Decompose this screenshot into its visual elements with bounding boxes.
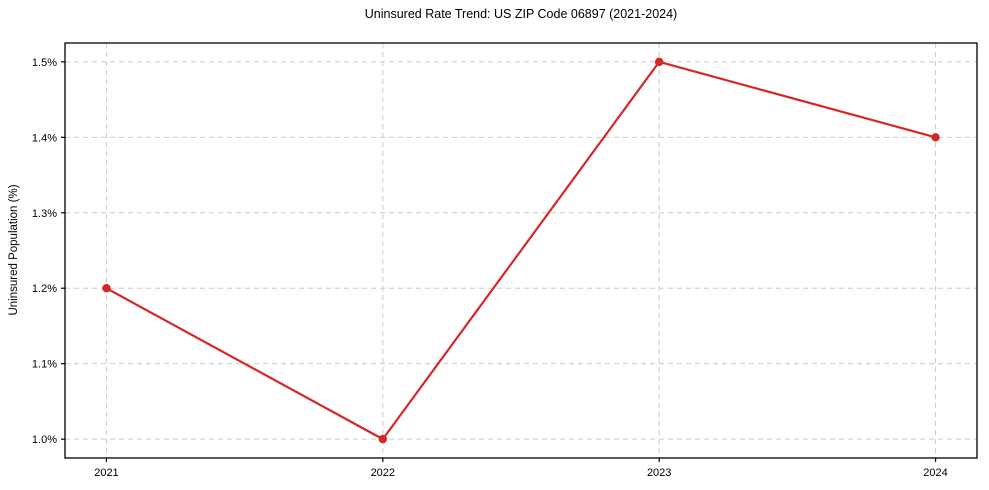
data-point (931, 133, 940, 142)
axes-border (64, 42, 978, 459)
trend-line (105, 60, 937, 441)
y-tick-label: 1.0% (32, 434, 57, 446)
data-point (378, 434, 388, 444)
data-point (654, 57, 664, 67)
y-tick-label: 1.3% (32, 208, 57, 220)
y-axis-label: Uninsured Population (%) (8, 184, 20, 316)
y-tick-label: 1.2% (32, 283, 57, 295)
x-tick-label: 2021 (94, 467, 118, 479)
x-tick-label: 2024 (923, 467, 947, 479)
y-tick-label: 1.5% (32, 57, 57, 69)
y-tick-label: 1.1% (32, 359, 57, 371)
y-tick-label: 1.4% (32, 132, 57, 144)
x-tick-label: 2023 (647, 467, 671, 479)
chart-title: Uninsured Rate Trend: US ZIP Code 06897 … (364, 7, 678, 21)
x-tick-label: 2022 (371, 467, 395, 479)
data-point (102, 284, 111, 293)
